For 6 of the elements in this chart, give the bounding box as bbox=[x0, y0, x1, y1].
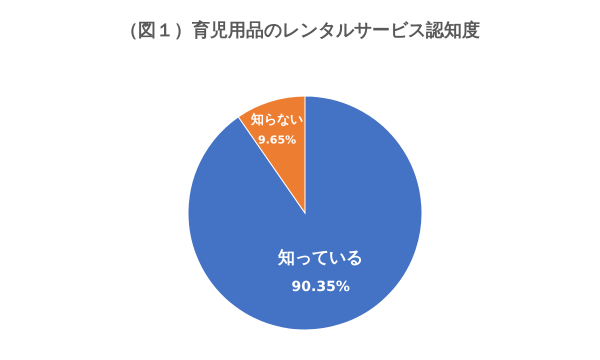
slice-label: 知らない bbox=[250, 112, 304, 128]
chart-title: （図１）育児用品のレンタルサービス認知度 bbox=[119, 19, 481, 42]
pie-slice bbox=[188, 96, 422, 330]
slice-label: 知っている bbox=[277, 248, 364, 268]
data-label: 90.35% bbox=[292, 279, 350, 296]
data-label: 9.65% bbox=[258, 134, 296, 147]
